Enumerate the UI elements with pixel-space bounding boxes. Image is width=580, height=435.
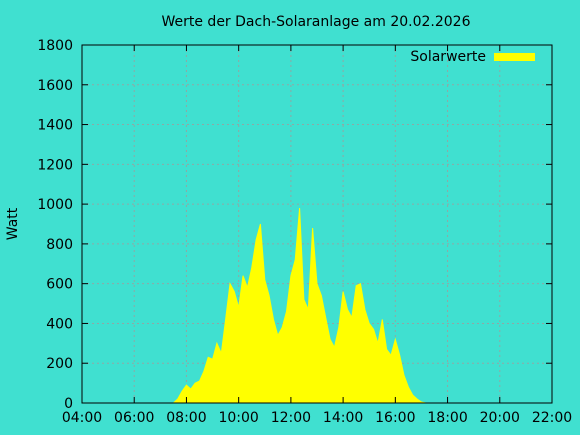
y-tick-label: 1800 bbox=[37, 38, 73, 54]
y-tick-label: 0 bbox=[64, 396, 73, 412]
y-tick-label: 1400 bbox=[37, 118, 73, 134]
x-tick-label: 18:00 bbox=[427, 410, 467, 426]
y-axis-label: Watt bbox=[5, 207, 21, 240]
legend: Solarwerte bbox=[410, 49, 535, 65]
series-layer bbox=[172, 208, 431, 404]
series-area-solarwerte bbox=[172, 208, 431, 404]
legend-swatch bbox=[494, 53, 535, 61]
x-tick-label: 22:00 bbox=[532, 410, 572, 426]
y-tick-label: 1000 bbox=[37, 197, 73, 213]
chart-title: Werte der Dach-Solaranlage am 20.02.2026 bbox=[161, 14, 470, 30]
x-tick-label: 12:00 bbox=[271, 410, 311, 426]
y-tick-label: 1200 bbox=[37, 157, 73, 173]
y-tick-label: 800 bbox=[46, 237, 73, 253]
x-tick-label: 04:00 bbox=[62, 410, 102, 426]
x-tick-label: 16:00 bbox=[375, 410, 415, 426]
y-tick-label: 400 bbox=[46, 316, 73, 332]
y-tick-label: 200 bbox=[46, 356, 73, 372]
x-tick-label: 08:00 bbox=[166, 410, 206, 426]
x-tick-label: 06:00 bbox=[114, 410, 154, 426]
plot-frame bbox=[81, 44, 553, 404]
y-tick-label: 600 bbox=[46, 277, 73, 293]
x-tick-label: 20:00 bbox=[480, 410, 520, 426]
y-tick-label: 1600 bbox=[37, 78, 73, 94]
ticks: 0 200 400 600 800 1000 1200 1400 1600 1800 04:00 06… bbox=[37, 38, 572, 426]
legend-label: Solarwerte bbox=[410, 49, 486, 65]
x-tick-label: 10:00 bbox=[218, 410, 258, 426]
x-tick-label: 14:00 bbox=[323, 410, 363, 426]
